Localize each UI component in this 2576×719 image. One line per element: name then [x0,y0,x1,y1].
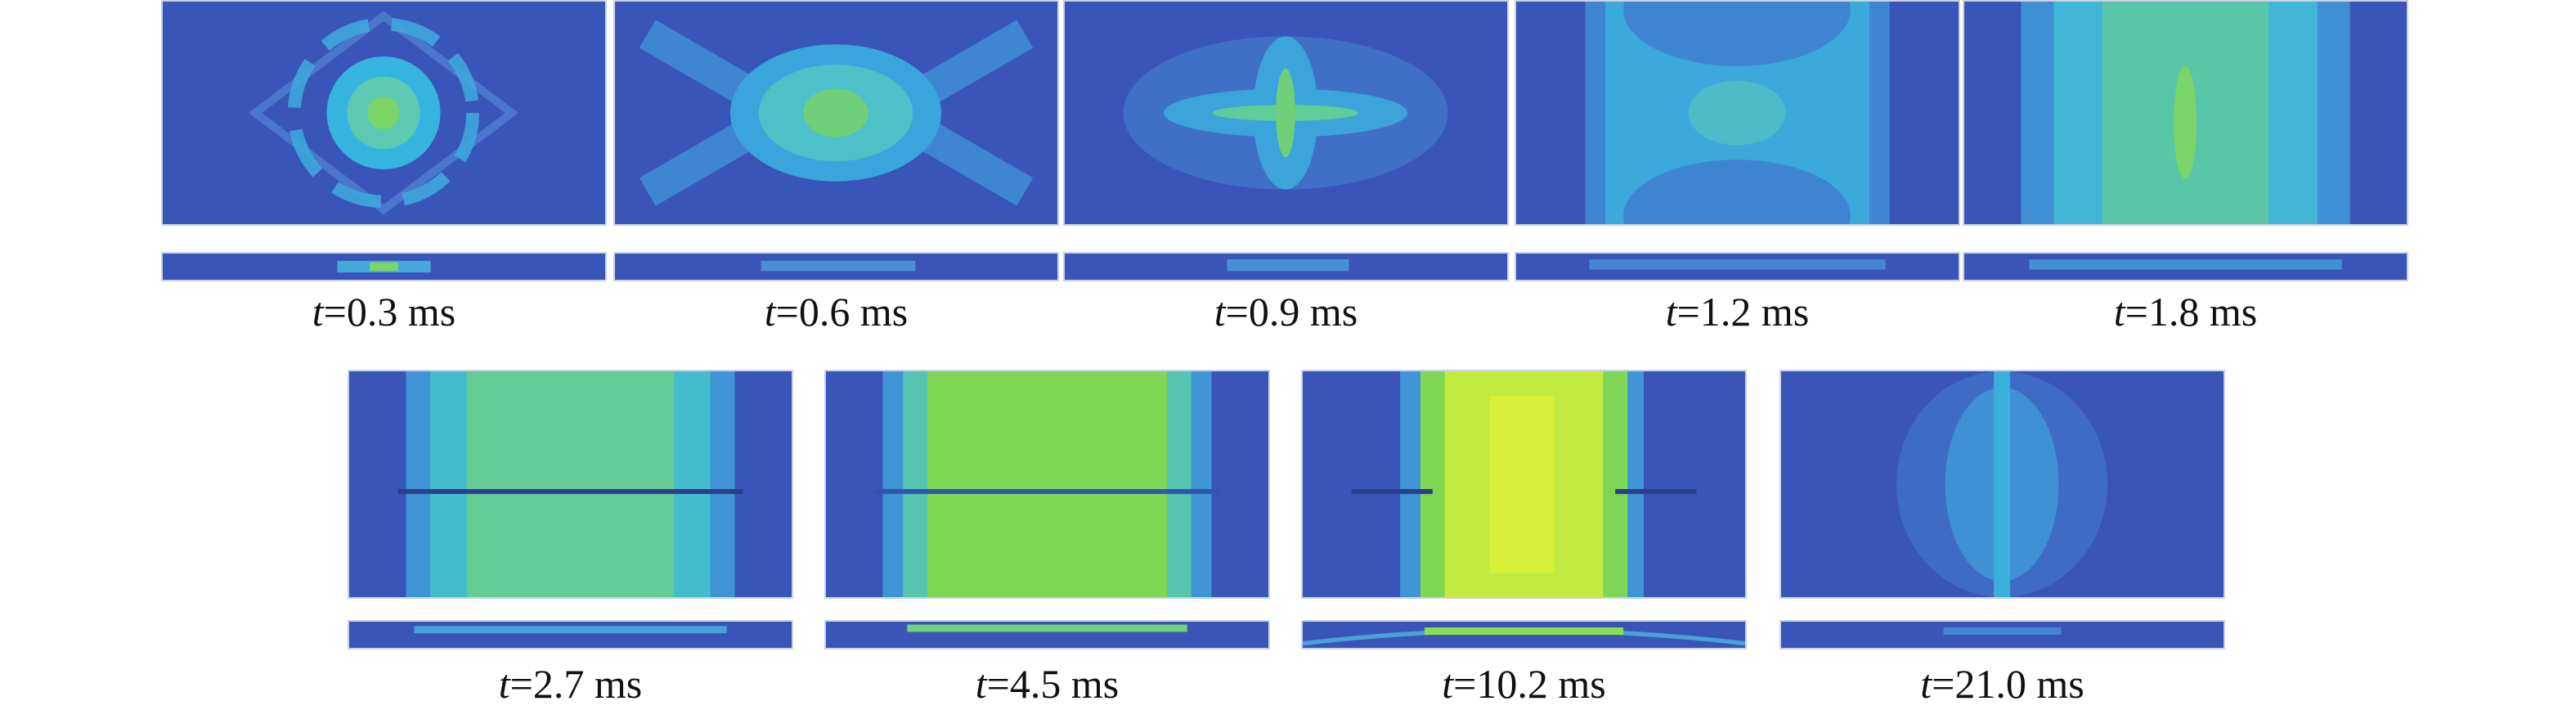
side-view-strip [1515,252,1960,281]
stress-contour-plate [824,370,1270,599]
stress-contour-plate [1779,370,2225,599]
panel-t-0-3: t=0.3 ms [161,0,607,344]
time-label: t=0.3 ms [312,289,456,335]
stress-contour-plate [1515,0,1960,226]
time-label: t=1.8 ms [2113,289,2258,335]
side-view-strip [613,252,1059,281]
panel-t-1-8: t=1.8 ms [1963,0,2408,344]
panel-t-21-0: t=21.0 ms [1779,370,2225,719]
panel-t-2-7: t=2.7 ms [348,370,793,719]
time-label: t=10.2 ms [1442,661,1606,707]
time-label: t=21.0 ms [1920,661,2085,707]
time-label: t=2.7 ms [498,661,643,707]
time-label: t=0.6 ms [764,289,909,335]
panel-t-0-9: t=0.9 ms [1063,0,1509,344]
panel-t-10-2: t=10.2 ms [1301,370,1747,719]
side-view-strip [348,620,793,649]
panel-t-4-5: t=4.5 ms [824,370,1270,719]
side-view-strip [1779,620,2225,649]
stress-contour-plate [613,0,1059,226]
time-label: t=4.5 ms [975,661,1120,707]
side-view-strip [161,252,607,281]
stress-contour-plate [348,370,793,599]
side-view-strip [1063,252,1509,281]
panel-t-1-2: t=1.2 ms [1515,0,1960,344]
time-label: t=0.9 ms [1214,289,1358,335]
side-view-strip [1301,620,1747,649]
side-view-strip [824,620,1270,649]
stress-contour-plate [1301,370,1747,599]
stress-contour-plate [161,0,607,226]
stress-contour-plate [1963,0,2408,226]
panel-t-0-6: t=0.6 ms [613,0,1059,344]
side-view-strip [1963,252,2408,281]
time-label: t=1.2 ms [1665,289,1810,335]
stress-contour-plate [1063,0,1509,226]
